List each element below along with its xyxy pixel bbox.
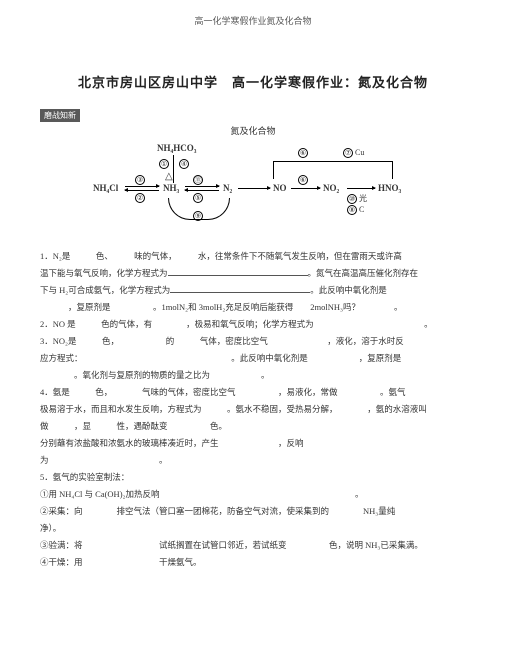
q1-line1: 1．N₂是 色、 味的气体， 水，往常条件下不随氧气发生反响，但在雷雨天或许高 bbox=[40, 248, 466, 265]
section-title: 氮及化合物 bbox=[0, 124, 506, 137]
node-n2: N₂ bbox=[223, 183, 232, 193]
q5-d: ③验满：将 试纸搁置在试管口邻近，若试纸变 色，说明 NH₃已采集满。 bbox=[40, 537, 466, 554]
q1-line4: ，复原剂是 。1molN₂和 3molH₂充足反响后能获得 2molNH₃吗？ … bbox=[40, 299, 466, 316]
q2: 2．NO 是 色的气体，有 ，极易和氧气反响；化学方程式为 。 bbox=[40, 316, 466, 333]
q5-b: ②采集：向 排空气法（管口塞一团棉花，防备空气对流，使采集到的 NH₃量纯 bbox=[40, 503, 466, 520]
q4-d: 分别蘸有浓盐酸和浓氨水的玻璃棒凑近时，产生 ，反响 bbox=[40, 435, 466, 452]
q5-e: ④干燥：用 干燥氨气。 bbox=[40, 554, 466, 571]
reaction-diagram: NH₄HCO₃ ① ④ △ NH₄Cl NH₃ N₂ NO NO₂ HNO₃ ③… bbox=[93, 143, 413, 238]
node-hno3: HNO₃ bbox=[378, 183, 401, 193]
q4-c: 做 ，显 性，遇酚酞变 色。 bbox=[40, 418, 466, 435]
q3-a: 3．NO₂是 色， 的 气体，密度比空气 ，液化，溶于水时反 bbox=[40, 333, 466, 350]
q5-c: 净）。 bbox=[40, 520, 466, 537]
q5-title: 5．氨气的实验室制法： bbox=[40, 469, 466, 486]
node-no: NO bbox=[273, 183, 287, 193]
q3-b: 应方程式： 。此反响中氧化剂是 ，复原剂是 bbox=[40, 350, 466, 367]
badge-label: 磨战知新 bbox=[40, 109, 80, 122]
q4-e: 为 。 bbox=[40, 452, 466, 469]
node-no2: NO₂ bbox=[323, 183, 339, 193]
node-nh4hco3: NH₄HCO₃ bbox=[157, 143, 196, 153]
q4-a: 4．氨是 色， 气味的气体，密度比空气 ，易液化，常做 。氨气 bbox=[40, 384, 466, 401]
q3-c: 。氧化剂与复原剂的物质的量之比为 。 bbox=[40, 367, 466, 384]
worksheet-body: 1．N₂是 色、 味的气体， 水，往常条件下不随氧气发生反响，但在雷雨天或许高 … bbox=[0, 238, 506, 571]
main-title: 北京市房山区房山中学 高一化学寒假作业：氮及化合物 bbox=[0, 27, 506, 91]
node-nh4cl: NH₄Cl bbox=[93, 183, 118, 193]
q1-line2: 温下能与氧气反响，化学方程式为。氮气在高温高压催化剂存在 bbox=[40, 265, 466, 282]
q4-b: 极易溶于水，而且和水发生反响，方程式为 。氨水不稳固，受热易分解， ，氨的水溶液… bbox=[40, 401, 466, 418]
page-header: 高一化学寒假作业氮及化合物 bbox=[0, 0, 506, 27]
node-nh3: NH₃ bbox=[163, 183, 179, 193]
q5-a: ①用 NH₄Cl 与 Ca(OH)₂加热反响 。 bbox=[40, 486, 466, 503]
q1-line3: 下与 H₂可合成氨气，化学方程式为。此反响中氧化剂是 bbox=[40, 282, 466, 299]
